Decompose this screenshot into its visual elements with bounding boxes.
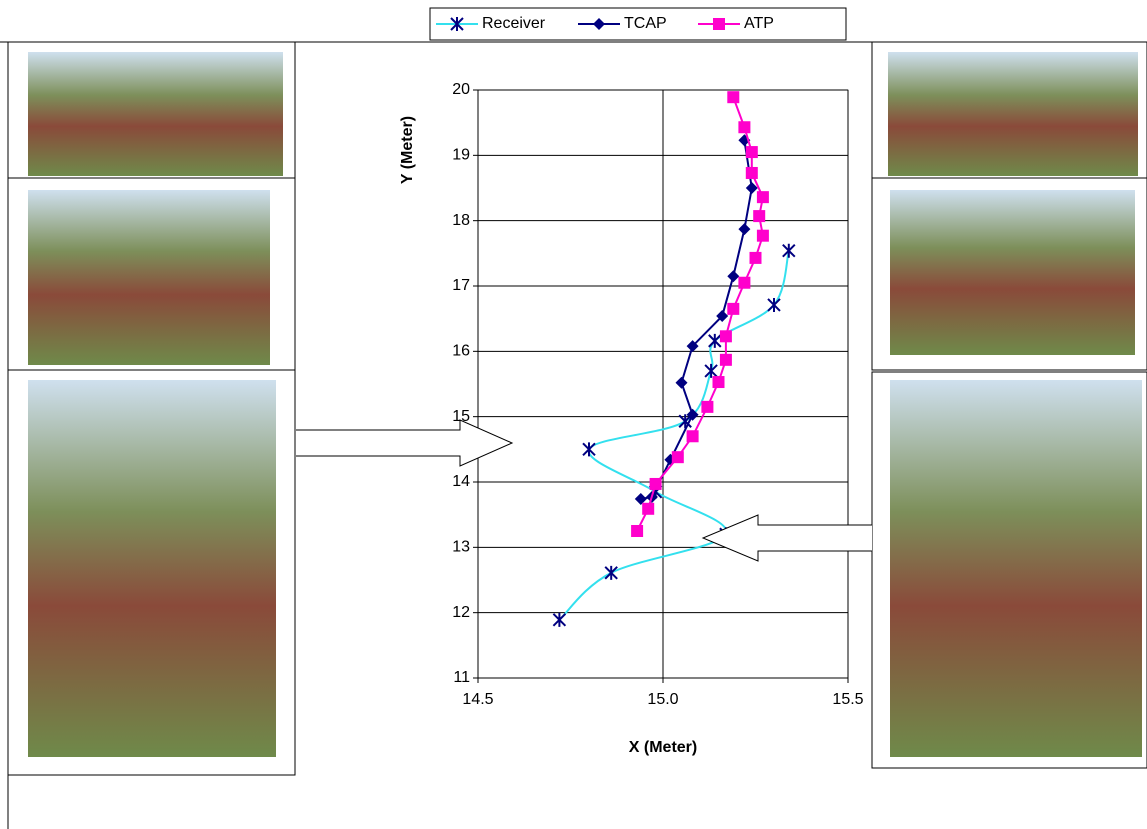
marker [708, 333, 722, 348]
marker [756, 191, 769, 204]
arrow [296, 419, 514, 467]
legend-label: Receiver [482, 15, 546, 32]
marker [738, 223, 751, 236]
arrow [701, 514, 872, 562]
marker [716, 310, 729, 323]
marker [782, 243, 796, 258]
marker [649, 477, 662, 490]
legend-items: Receiver TCAP ATP [436, 15, 774, 32]
y-tick-label: 20 [452, 81, 470, 98]
marker [749, 251, 762, 264]
y-axis-title: Y (Meter) [399, 116, 416, 184]
legend [429, 7, 847, 41]
marker [719, 330, 732, 343]
marker [671, 451, 684, 464]
photo [28, 52, 283, 176]
y-tick-label: 13 [452, 539, 470, 556]
photo [890, 190, 1135, 355]
photo [28, 380, 276, 757]
marker [727, 91, 740, 104]
y-tick-label: 15 [452, 408, 470, 425]
photo [890, 380, 1142, 757]
marker [704, 363, 718, 378]
marker [631, 525, 644, 537]
marker [713, 18, 725, 30]
y-tick-label: 18 [452, 212, 470, 229]
y-tick-label: 11 [453, 669, 470, 686]
marker [738, 121, 751, 134]
marker [552, 612, 567, 627]
marker [701, 400, 714, 413]
marker [756, 229, 769, 242]
photo [888, 52, 1138, 176]
marker [604, 565, 618, 580]
x-axis-title: X (Meter) [629, 739, 697, 756]
photo [28, 190, 270, 365]
marker [642, 502, 655, 515]
y-tick-label: 16 [452, 343, 470, 360]
marker [675, 376, 688, 389]
x-tick-label: 14.5 [462, 691, 493, 708]
marker [593, 18, 605, 30]
marker [686, 430, 699, 443]
marker [745, 146, 758, 159]
marker [727, 270, 740, 283]
legend-label: TCAP [624, 15, 667, 32]
y-tick-label: 19 [452, 147, 470, 164]
photo-frame [7, 369, 296, 776]
marker [745, 166, 758, 179]
y-tick-label: 12 [452, 604, 470, 621]
legend-label: ATP [744, 15, 774, 32]
x-tick-label: 15.0 [647, 691, 678, 708]
photo-frame [871, 371, 1147, 769]
marker [634, 492, 647, 505]
marker [745, 182, 758, 194]
marker [727, 302, 740, 315]
marker [450, 17, 464, 31]
marker [719, 353, 732, 366]
plot-area: 11 12 13 14 15 16 17 18 19 20 14.5 15.0 15.5 [452, 81, 863, 708]
marker [686, 408, 699, 421]
marker [753, 210, 766, 223]
photo-frame [871, 177, 1147, 371]
marker [712, 376, 725, 389]
x-tick-label: 15.5 [832, 691, 863, 708]
marker [686, 340, 699, 353]
marker [582, 442, 596, 457]
y-tick-label: 17 [452, 277, 470, 294]
marker [738, 276, 751, 289]
marker [767, 297, 781, 312]
y-tick-label: 14 [452, 473, 470, 490]
